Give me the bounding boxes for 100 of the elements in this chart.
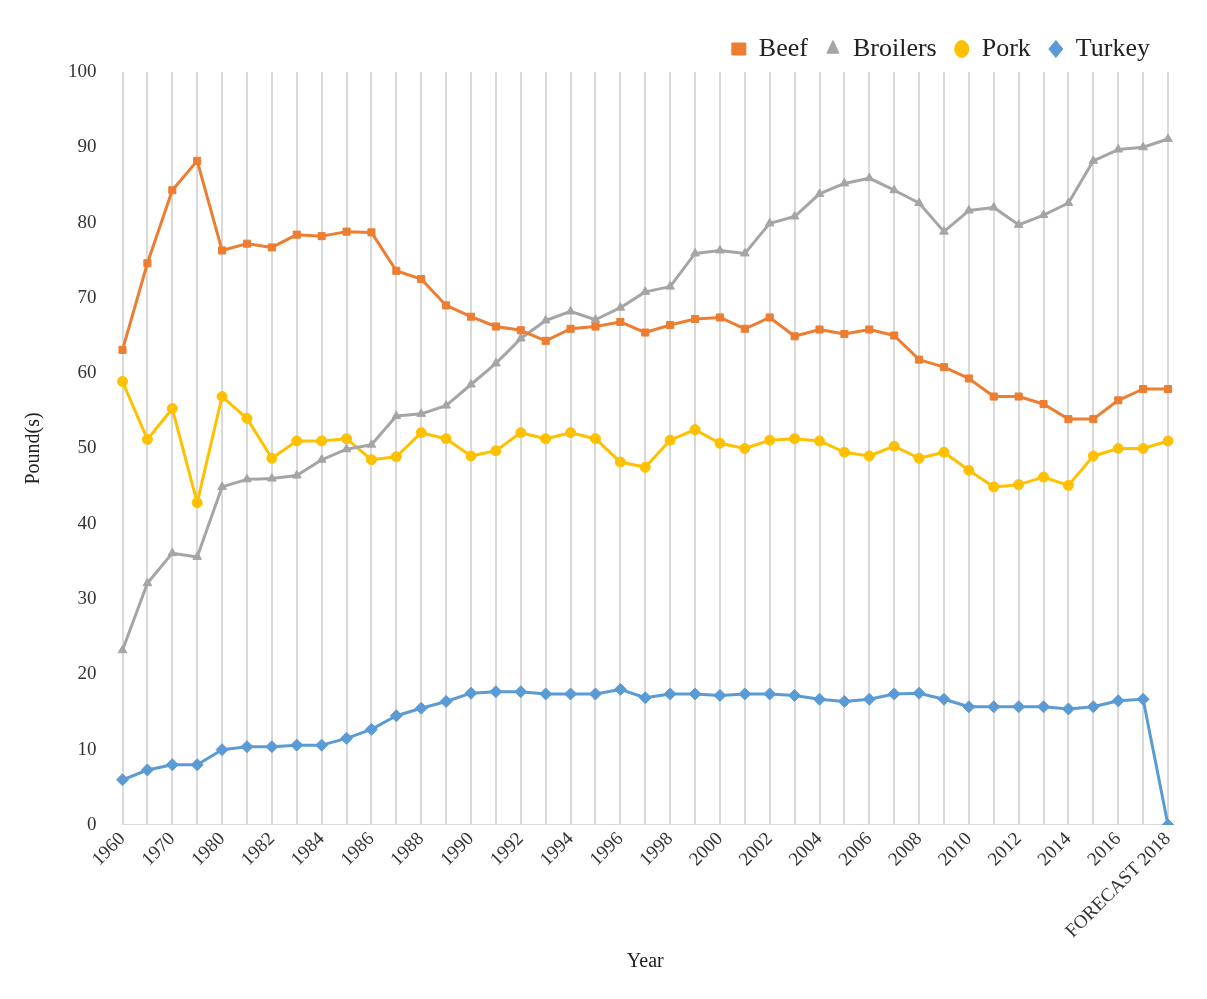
y-tick-label: 10: [77, 737, 97, 759]
point: [964, 205, 974, 214]
point: [1061, 702, 1075, 716]
y-tick-label: 60: [77, 361, 97, 383]
point: [142, 577, 153, 587]
point: [441, 400, 451, 409]
point: [989, 392, 998, 401]
point: [167, 547, 178, 557]
point: [1162, 435, 1174, 447]
point: [316, 454, 327, 463]
point: [813, 692, 826, 706]
point: [1013, 219, 1024, 228]
point: [764, 217, 775, 227]
x-axis-title: Year: [626, 949, 665, 972]
point: [491, 322, 500, 331]
point: [365, 454, 377, 466]
point: [117, 375, 128, 387]
point: [1136, 692, 1150, 706]
point: [738, 687, 752, 701]
point: [466, 312, 476, 321]
x-tick-label: 1992: [485, 827, 528, 870]
point: [1014, 392, 1023, 401]
point: [863, 450, 875, 462]
point: [862, 692, 876, 706]
point: [713, 688, 727, 702]
point: [165, 758, 179, 772]
point: [690, 247, 700, 257]
point: [117, 644, 128, 654]
point: [141, 433, 153, 445]
point: [516, 326, 525, 335]
y-axis-title: Pound(s): [21, 412, 45, 485]
point: [416, 408, 427, 417]
point: [414, 701, 428, 715]
point: [616, 317, 625, 327]
point: [1012, 700, 1026, 714]
point: [1138, 141, 1148, 151]
point: [242, 473, 252, 483]
point: [489, 685, 503, 699]
point: [242, 239, 251, 248]
x-tick-label: 1982: [236, 827, 279, 870]
point: [1089, 415, 1098, 424]
point: [464, 686, 478, 700]
point: [166, 403, 178, 415]
x-tick-label: 1970: [136, 827, 179, 870]
point: [1037, 700, 1051, 714]
point: [988, 202, 999, 211]
point: [316, 435, 328, 447]
point: [265, 740, 279, 754]
y-tick-label: 80: [77, 210, 97, 232]
point: [215, 743, 229, 757]
point: [638, 691, 652, 705]
x-tick-label: 1990: [435, 827, 478, 870]
point: [591, 322, 600, 331]
legend-label: Pork: [981, 32, 1031, 62]
point: [839, 177, 850, 187]
point: [914, 197, 924, 207]
point: [490, 445, 502, 457]
point: [266, 452, 278, 464]
point: [688, 687, 702, 701]
point: [116, 773, 129, 787]
point: [789, 211, 800, 220]
point: [663, 687, 677, 701]
point: [1112, 442, 1124, 454]
point: [218, 246, 227, 255]
point: [366, 439, 377, 448]
point: [1063, 197, 1074, 207]
point: [664, 434, 676, 446]
point: [639, 461, 651, 473]
point: [888, 440, 900, 452]
point: [317, 232, 326, 241]
point: [764, 434, 776, 446]
point: [715, 244, 725, 254]
point: [364, 722, 378, 736]
point: [515, 427, 527, 439]
point: [1062, 479, 1074, 491]
y-tick-label: 0: [87, 812, 97, 834]
point: [240, 740, 254, 754]
point: [840, 330, 849, 339]
point: [689, 424, 701, 436]
point: [987, 700, 1001, 714]
point: [191, 497, 203, 509]
point: [241, 412, 253, 424]
point: [540, 433, 552, 445]
point: [1088, 155, 1099, 164]
point: [1137, 442, 1149, 454]
point: [590, 314, 601, 323]
point: [340, 731, 354, 745]
point: [837, 694, 851, 708]
point: [964, 374, 973, 383]
point: [865, 325, 874, 334]
point: [417, 275, 426, 284]
y-tick-label: 70: [77, 285, 97, 307]
point: [1038, 471, 1050, 483]
point: [140, 763, 154, 777]
legend-label: Broilers: [852, 32, 937, 62]
point: [442, 301, 451, 310]
point: [292, 230, 301, 239]
point: [389, 709, 403, 723]
point: [838, 446, 850, 458]
point: [515, 333, 526, 342]
